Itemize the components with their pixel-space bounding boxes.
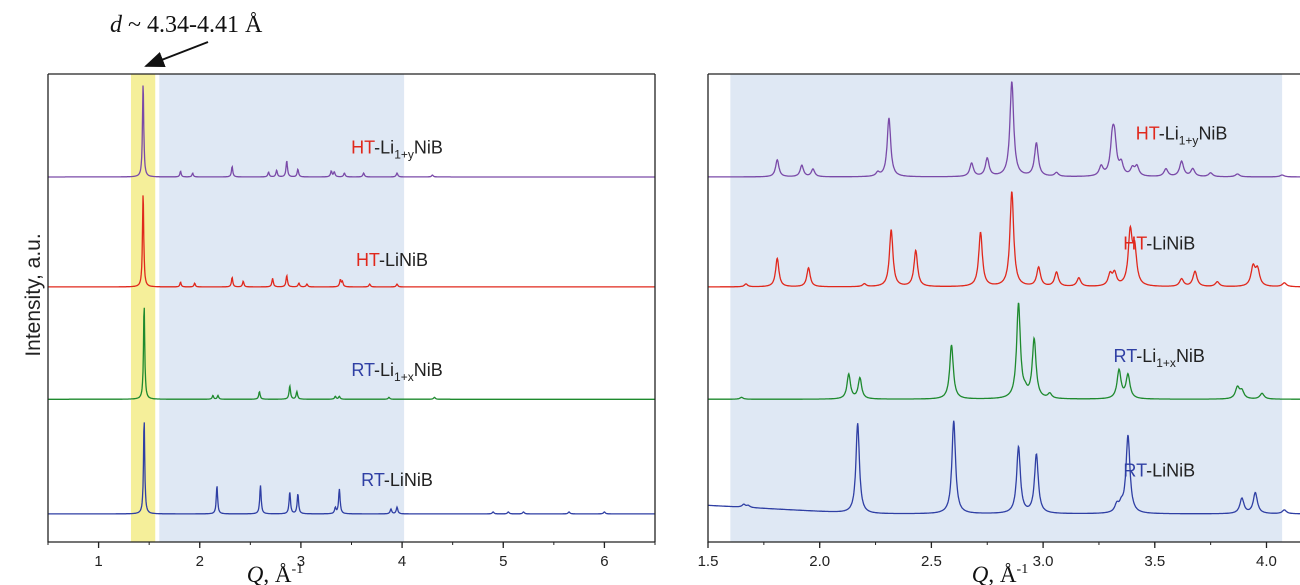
series-label-RT-LiNiB: RT-LiNiB [361,470,433,490]
series-line-HT-Li1+yNiB [708,81,1300,178]
series-label-RT-Li1+xNiB: RT-Li1+xNiB [351,360,442,384]
right-panel: HT-Li1+yNiB HT-LiNiB RT-Li1+xNiB RT-LiNiB 1.… [698,73,1300,570]
x-tick-label: 3.0 [1033,553,1054,570]
series-label-RT-Li1+xNiB: RT-Li1+xNiB [1114,346,1205,370]
series-label-HT-Li1+yNiB: HT-Li1+yNiB [351,138,443,162]
series-label-HT-LiNiB: HT-LiNiB [356,250,428,270]
x-tick-label: 3 [297,553,305,570]
left-panel: HT-Li1+yNiB HT-LiNiB RT-Li1+xNiB RT-LiNiB 1 2… [47,73,656,570]
series-line-HT-Li1+yNiB [48,85,655,178]
series-label-RT-LiNiB: RT-LiNiB [1123,460,1195,480]
x-tick-label: 4.0 [1256,553,1277,570]
y-axis-label: Intensity, a.u. [22,233,45,356]
d-spacing-annotation: d ~ 4.34-4.41 Å [110,12,263,38]
x-tick-label: 3.5 [1144,553,1165,570]
highlight-region-0 [730,74,1283,542]
x-tick-label: 1 [94,553,102,570]
series-line-RT-LiNiB [48,422,655,515]
series-line-HT-LiNiB [708,191,1300,288]
x-axis-label-left: Q, Å-1 [247,562,303,585]
series-line-RT-Li1+xNiB [708,302,1300,400]
x-axis-label-right: Q, Å-1 [972,562,1028,585]
x-tick-label: 4 [398,553,406,570]
series-line-RT-Li1+xNiB [48,307,655,400]
x-tick-label: 6 [600,553,608,570]
x-tick-label: 5 [499,553,507,570]
x-tick-label: 2.0 [809,553,830,570]
x-tick-label: 2.5 [921,553,942,570]
series-line-HT-LiNiB [48,195,655,288]
series-label-HT-LiNiB: HT-LiNiB [1123,234,1195,254]
series-label-HT-Li1+yNiB: HT-Li1+yNiB [1136,124,1228,148]
annotation-arrow [144,41,209,67]
x-tick-label: 2 [196,553,204,570]
x-tick-label: 1.5 [698,553,719,570]
highlight-region-1 [159,74,405,542]
series-line-RT-LiNiB [708,420,1300,515]
